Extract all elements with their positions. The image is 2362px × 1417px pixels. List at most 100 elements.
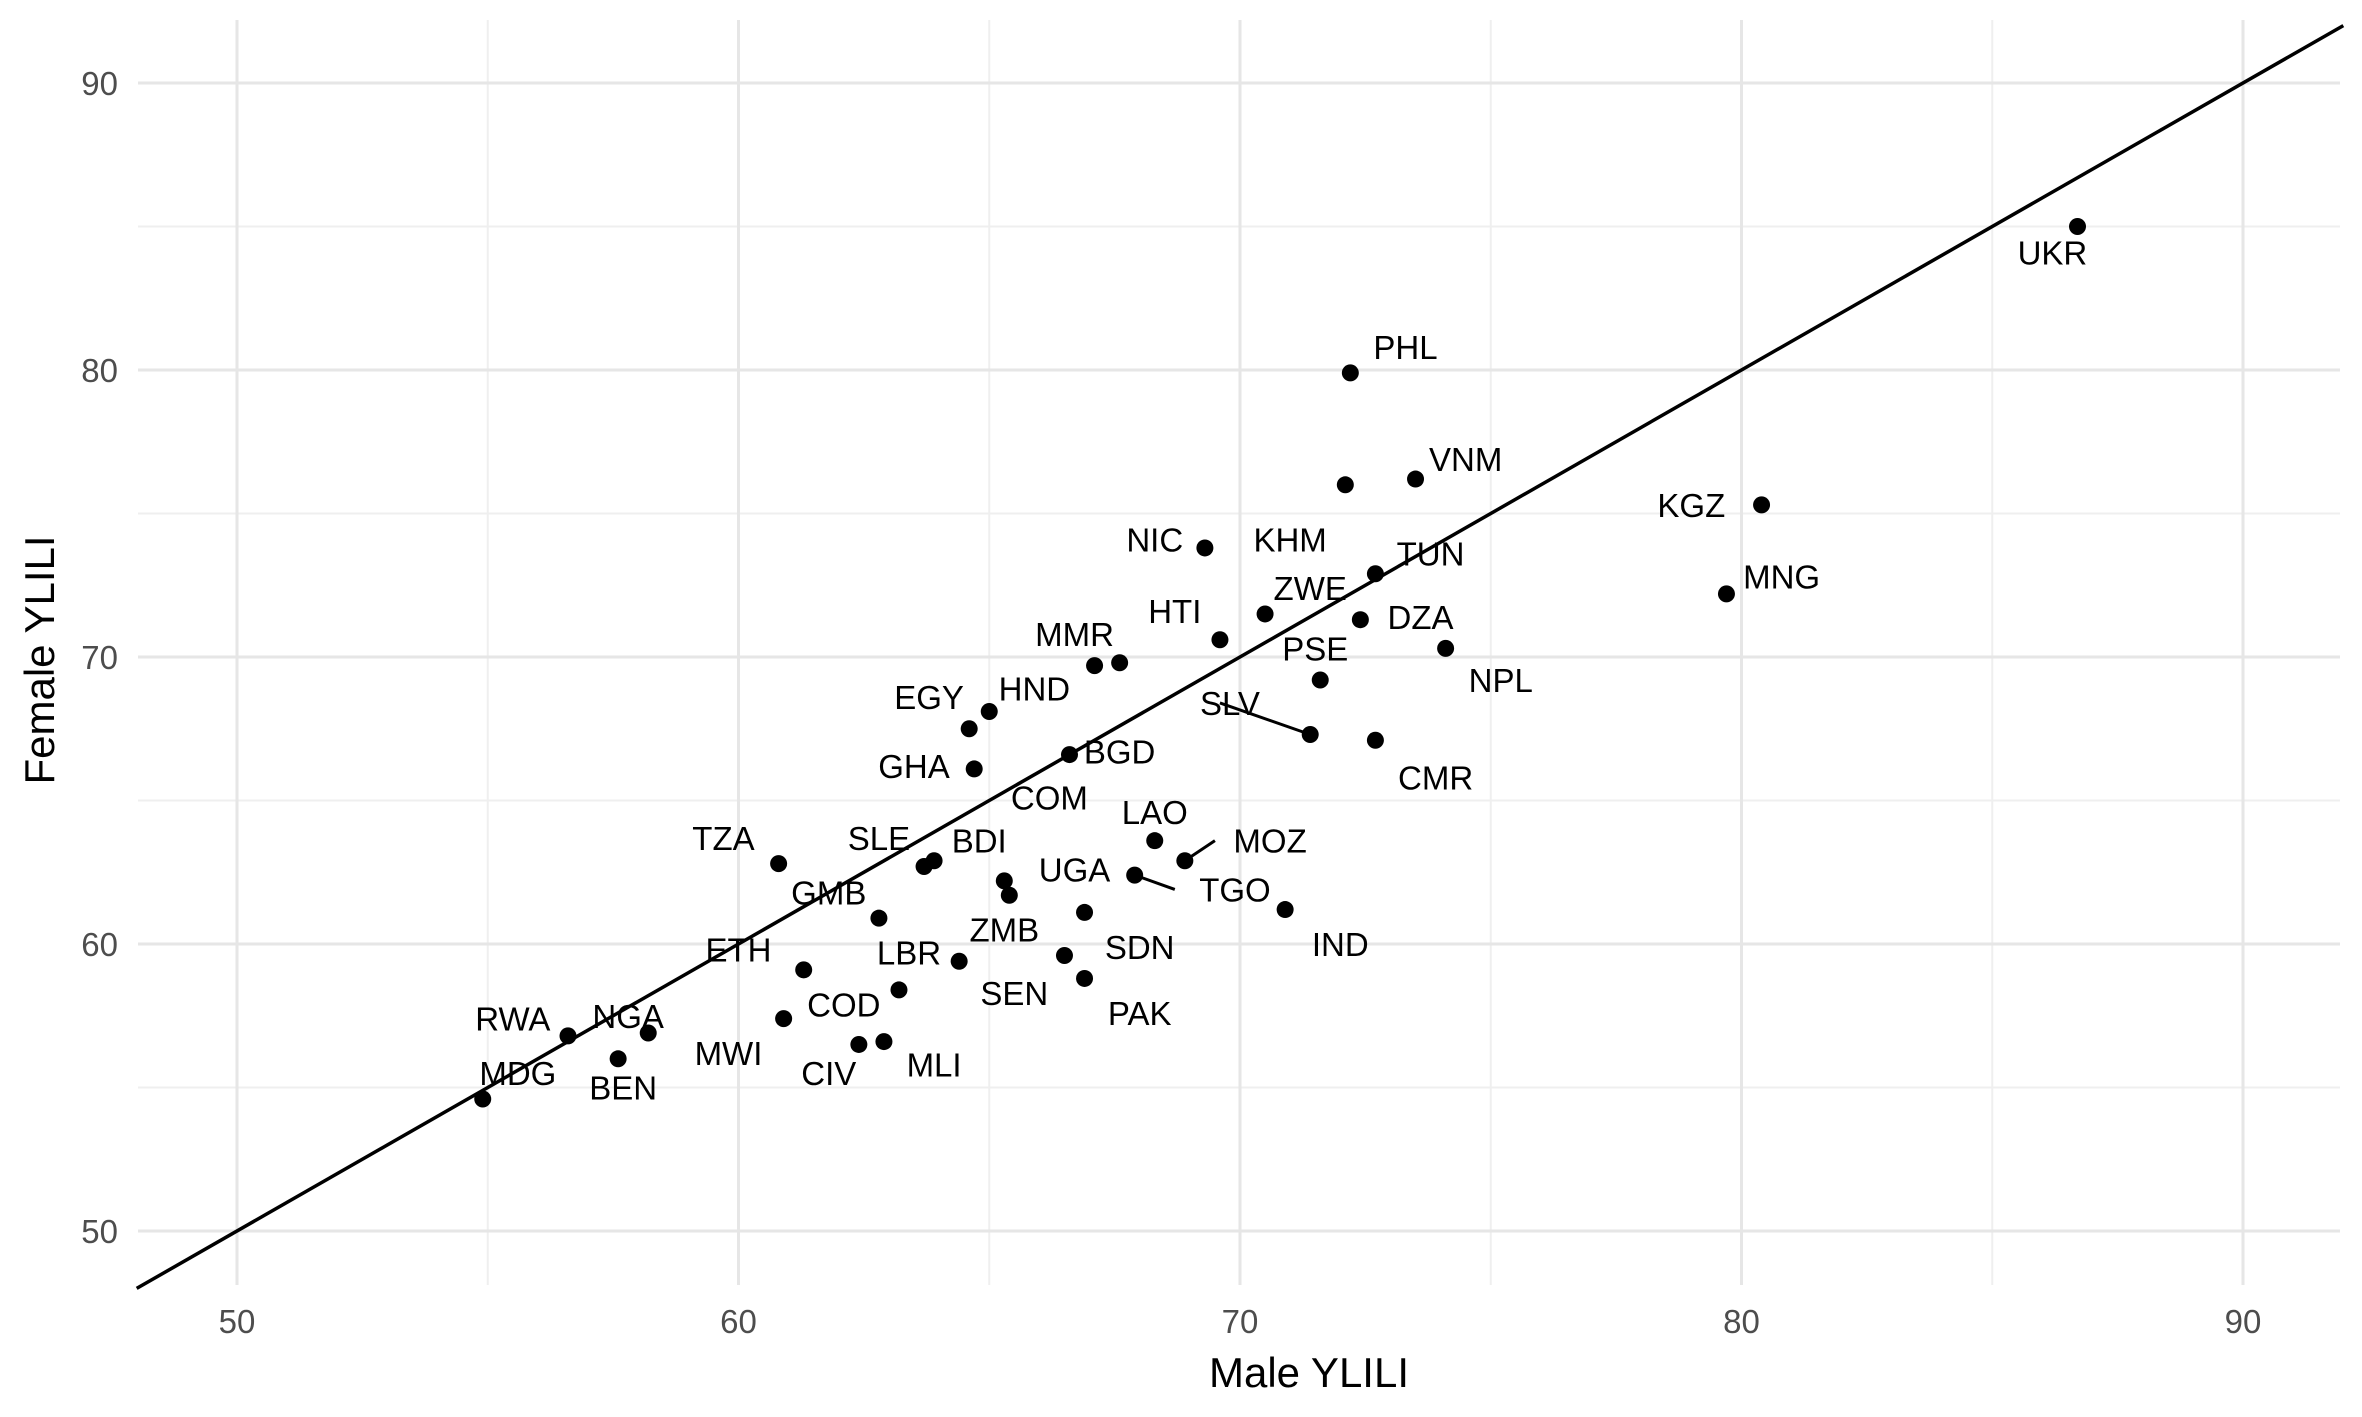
data-point: [875, 1033, 893, 1051]
data-point: [1341, 364, 1359, 382]
x-axis-title: Male YLILI: [1209, 1349, 1409, 1396]
point-label: PAK: [1108, 995, 1172, 1032]
point-label: ZMB: [969, 912, 1039, 949]
data-point: [1256, 605, 1274, 623]
minor-gridlines-x: [486, 20, 1994, 1285]
data-point: [770, 855, 788, 873]
data-point: [1076, 969, 1094, 987]
point-label: COM: [1011, 780, 1088, 817]
point-label: PHL: [1373, 329, 1437, 366]
data-point: [1176, 852, 1194, 870]
point-label: BDI: [952, 823, 1007, 860]
x-tick-label: 60: [720, 1303, 757, 1340]
x-tick-label: 70: [1222, 1303, 1259, 1340]
data-point: [775, 1010, 793, 1028]
data-point: [639, 1024, 657, 1042]
point-label: KHM: [1253, 521, 1326, 558]
data-point: [1146, 832, 1164, 850]
point-label: EGY: [894, 679, 964, 716]
point-label: SEN: [980, 975, 1048, 1012]
point-label: PSE: [1282, 630, 1348, 667]
data-point: [995, 872, 1013, 890]
data-point: [1311, 671, 1329, 689]
data-point: [980, 703, 998, 721]
data-point: [1437, 639, 1455, 657]
point-label: ETH: [706, 932, 772, 969]
data-point: [1211, 631, 1229, 649]
point-label: NPL: [1469, 662, 1533, 699]
data-point: [1076, 903, 1094, 921]
point-label: BEN: [589, 1070, 657, 1107]
data-point: [1366, 565, 1384, 583]
point-label: MWI: [695, 1035, 763, 1072]
point-label: NIC: [1126, 521, 1183, 558]
data-point: [1111, 654, 1129, 672]
data-point: [1407, 470, 1425, 488]
data-point: [1336, 476, 1354, 494]
point-label: RWA: [475, 1001, 550, 1038]
data-point: [1753, 496, 1771, 514]
point-label: KGZ: [1657, 487, 1725, 524]
data-point: [870, 909, 888, 927]
leader-line: [1219, 701, 1311, 736]
y-tick-label: 50: [81, 1213, 118, 1250]
point-label: IND: [1312, 926, 1369, 963]
y-axis-title: Female YLILI: [16, 535, 63, 784]
data-point: [1301, 725, 1319, 743]
point-label: MDG: [479, 1055, 556, 1092]
point-label: GMB: [791, 874, 866, 911]
point-labels: UKR PHL VNM KHM KGZ NIC TUN MNG ZWE DZA HTI NPL MMR P…: [475, 234, 2087, 1106]
data-point: [1366, 731, 1384, 749]
point-label: LAO: [1122, 794, 1188, 831]
y-axis-tick-labels: 50 60 70 80 90: [81, 65, 118, 1250]
y-tick-label: 60: [81, 926, 118, 963]
point-label: MLI: [907, 1047, 962, 1084]
point-label: HTI: [1148, 593, 1201, 630]
data-point: [2069, 218, 2087, 235]
data-point: [1351, 611, 1369, 629]
point-label: HND: [999, 671, 1071, 708]
data-point: [559, 1027, 577, 1045]
point-label: MNG: [1743, 559, 1820, 596]
point-label: SLV: [1200, 685, 1260, 722]
x-tick-label: 50: [219, 1303, 256, 1340]
reference-line-group: [135, 24, 2345, 1290]
point-label: CMR: [1398, 760, 1473, 797]
point-label: GHA: [878, 748, 950, 785]
x-tick-label: 80: [1723, 1303, 1760, 1340]
data-point: [1055, 946, 1073, 964]
y-tick-label: 90: [81, 65, 118, 102]
point-label: UGA: [1039, 851, 1111, 888]
point-label: LBR: [877, 935, 941, 972]
data-point: [915, 858, 933, 876]
point-label: TUN: [1397, 536, 1465, 573]
point-label: COD: [807, 986, 880, 1023]
data-point: [1000, 886, 1018, 904]
data-point: [1717, 585, 1735, 603]
point-label: ZWE: [1274, 570, 1347, 607]
point-label: CIV: [801, 1055, 856, 1092]
data-point: [890, 981, 908, 999]
x-tick-label: 90: [2225, 1303, 2262, 1340]
data-point: [1060, 746, 1078, 764]
data-point: [965, 760, 983, 778]
data-point: [1086, 657, 1104, 675]
data-point: [609, 1050, 627, 1068]
point-label: TGO: [1199, 871, 1271, 908]
point-label: NGA: [592, 998, 664, 1035]
data-point: [1196, 539, 1214, 557]
point-label: TZA: [692, 820, 754, 857]
data-point: [850, 1035, 868, 1053]
data-point: [1276, 901, 1294, 919]
point-label: MMR: [1035, 616, 1114, 653]
y-tick-label: 70: [81, 639, 118, 676]
point-label: BGD: [1084, 734, 1156, 771]
x-axis-tick-labels: 50 60 70 80 90: [219, 1303, 2262, 1340]
major-gridlines-x: [235, 20, 2245, 1285]
point-label: SDN: [1105, 929, 1175, 966]
point-label: VNM: [1429, 441, 1502, 478]
data-point: [795, 961, 813, 979]
point-label: MOZ: [1233, 823, 1306, 860]
point-label: UKR: [2018, 234, 2088, 271]
